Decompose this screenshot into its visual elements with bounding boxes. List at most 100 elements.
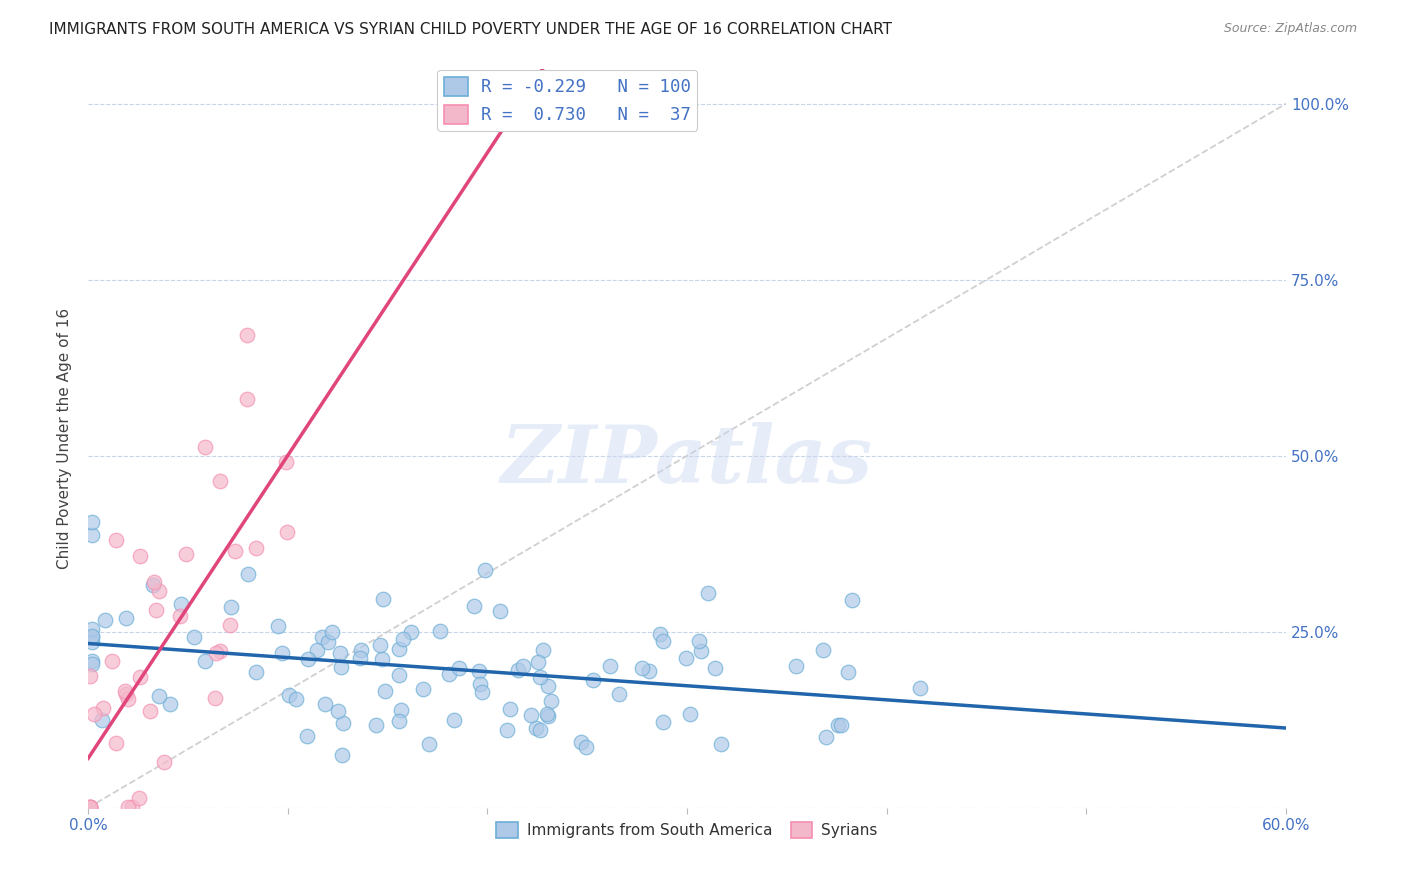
Point: [447, 661, 470, 675]
Point: [82, 527, 104, 541]
Point: [650, 627, 672, 641]
Point: [79, 800, 101, 814]
Point: [209, 475, 232, 489]
Point: [100, 654, 122, 668]
Point: [114, 684, 136, 698]
Point: [245, 665, 267, 679]
Point: [524, 722, 547, 736]
Point: [688, 634, 710, 648]
Point: [437, 666, 460, 681]
Point: [471, 685, 494, 699]
Point: [638, 664, 661, 678]
Point: [388, 642, 411, 657]
Point: [443, 713, 465, 727]
Point: [148, 689, 170, 703]
Point: [330, 659, 353, 673]
Point: [418, 737, 440, 751]
Point: [208, 644, 231, 658]
Point: [388, 714, 411, 728]
Point: [679, 706, 702, 721]
Point: [468, 664, 491, 678]
Point: [276, 524, 298, 539]
Point: [506, 663, 529, 677]
Point: [82, 630, 104, 644]
Point: [495, 723, 517, 737]
Point: [399, 624, 422, 639]
Point: [142, 578, 165, 592]
Point: [91, 700, 114, 714]
Point: [104, 533, 127, 547]
Point: [183, 630, 205, 644]
Point: [837, 665, 859, 679]
Point: [276, 455, 298, 469]
Point: [204, 690, 226, 705]
Point: [115, 687, 138, 701]
Point: [314, 697, 336, 711]
Point: [145, 603, 167, 617]
Point: [82, 653, 104, 667]
Point: [651, 634, 673, 648]
Point: [148, 583, 170, 598]
Point: [297, 729, 319, 743]
Point: [388, 668, 411, 682]
Text: ZIPatlas: ZIPatlas: [501, 422, 873, 499]
Point: [474, 563, 496, 577]
Point: [813, 642, 835, 657]
Text: Source: ZipAtlas.com: Source: ZipAtlas.com: [1223, 22, 1357, 36]
Point: [908, 681, 931, 695]
Point: [91, 713, 114, 727]
Point: [83, 707, 105, 722]
Point: [224, 544, 246, 558]
Point: [841, 593, 863, 607]
Point: [350, 643, 373, 657]
Point: [540, 694, 562, 708]
Point: [574, 739, 596, 754]
Point: [307, 643, 329, 657]
Point: [79, 800, 101, 814]
Point: [321, 624, 343, 639]
Point: [571, 735, 593, 749]
Point: [371, 592, 394, 607]
Point: [236, 567, 259, 582]
Text: IMMIGRANTS FROM SOUTH AMERICA VS SYRIAN CHILD POVERTY UNDER THE AGE OF 16 CORREL: IMMIGRANTS FROM SOUTH AMERICA VS SYRIAN …: [49, 22, 893, 37]
Point: [79, 800, 101, 814]
Point: [82, 622, 104, 636]
Point: [159, 697, 181, 711]
Point: [218, 618, 240, 632]
Point: [489, 604, 512, 618]
Point: [104, 736, 127, 750]
Point: [827, 717, 849, 731]
Point: [170, 598, 193, 612]
Point: [128, 549, 150, 563]
Point: [219, 600, 242, 615]
Point: [236, 328, 259, 343]
Point: [690, 643, 713, 657]
Point: [391, 632, 413, 646]
Point: [330, 747, 353, 762]
Point: [703, 661, 725, 675]
Point: [520, 707, 543, 722]
Point: [675, 651, 697, 665]
Point: [117, 800, 139, 814]
Point: [277, 688, 299, 702]
Point: [115, 611, 138, 625]
Point: [174, 547, 197, 561]
Point: [311, 630, 333, 644]
Point: [607, 687, 630, 701]
Point: [236, 392, 259, 407]
Point: [463, 599, 485, 613]
Point: [79, 800, 101, 814]
Point: [412, 681, 434, 696]
Point: [527, 656, 550, 670]
Point: [117, 691, 139, 706]
Point: [498, 702, 520, 716]
Point: [371, 651, 394, 665]
Point: [349, 651, 371, 665]
Point: [512, 659, 534, 673]
Point: [82, 515, 104, 529]
Point: [529, 723, 551, 737]
Point: [271, 646, 294, 660]
Point: [128, 791, 150, 805]
Point: [82, 635, 104, 649]
Point: [537, 679, 560, 693]
